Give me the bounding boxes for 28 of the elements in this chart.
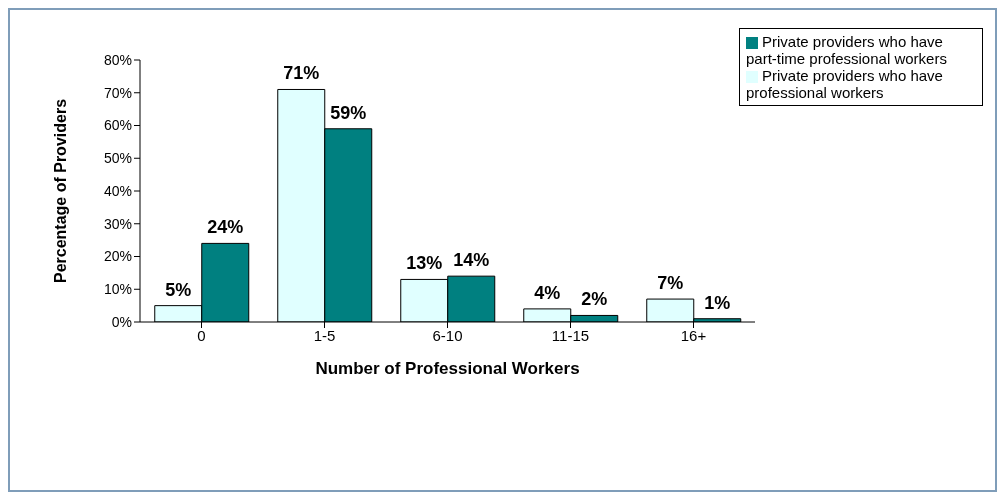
data-label: 71% <box>283 63 320 84</box>
y-tick-label: 60% <box>103 117 132 134</box>
x-tick-label: 1-5 <box>313 326 336 344</box>
y-tick-label: 10% <box>103 281 132 298</box>
data-label: 2% <box>581 289 608 310</box>
y-tick-label: 50% <box>103 150 132 167</box>
data-label: 5% <box>165 279 192 300</box>
y-tick-label: 70% <box>103 84 132 101</box>
data-label: 4% <box>534 282 561 303</box>
legend-label: Private providers who have professional workers <box>746 67 943 101</box>
data-label: 14% <box>453 250 490 271</box>
data-label: 13% <box>406 253 443 274</box>
x-tick-label: 11-15 <box>551 326 590 344</box>
legend-label: Private providers who have part-time professional workers <box>746 33 947 67</box>
x-tick-label: 16+ <box>680 326 707 344</box>
y-axis-title: Percentage of Providers <box>51 98 69 284</box>
y-tick-label: 0% <box>111 313 132 330</box>
y-tick-label: 30% <box>103 215 132 232</box>
y-tick-label: 40% <box>103 182 132 199</box>
x-axis-title: Number of Professional Workers <box>315 359 580 378</box>
data-label: 7% <box>657 273 684 294</box>
y-tick-label: 20% <box>103 248 132 265</box>
data-label: 1% <box>704 292 731 313</box>
data-label: 59% <box>330 102 367 123</box>
y-tick-label: 80% <box>103 51 132 68</box>
data-label: 24% <box>207 217 244 238</box>
x-tick-label: 6-10 <box>432 326 463 344</box>
x-tick-label: 0 <box>197 326 206 344</box>
